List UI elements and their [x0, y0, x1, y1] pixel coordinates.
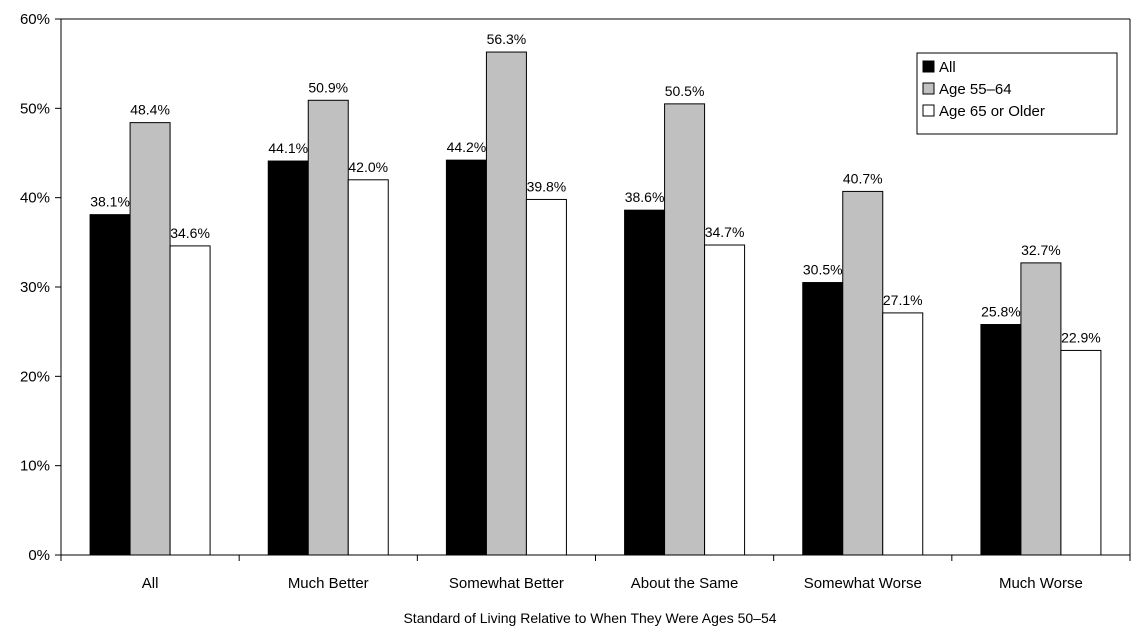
- data-label: 42.0%: [348, 159, 388, 175]
- bar: [267, 160, 309, 556]
- data-label: 39.8%: [527, 178, 567, 194]
- data-label: 38.1%: [90, 194, 130, 210]
- legend-swatch: [922, 104, 935, 117]
- bar: [307, 99, 349, 556]
- legend-label: All: [939, 59, 956, 76]
- bars: [89, 51, 1102, 556]
- legend-label: Age 65 or Older: [939, 103, 1045, 120]
- bar: [1020, 262, 1062, 556]
- data-label: 50.9%: [308, 79, 348, 95]
- bar: [624, 209, 666, 556]
- legend-swatch: [922, 82, 935, 95]
- bar: [980, 324, 1022, 556]
- legend-label: Age 55–64: [939, 81, 1012, 98]
- legend-box: [916, 52, 1118, 135]
- bar: [1060, 349, 1102, 556]
- x-axis-title: Standard of Living Relative to When They…: [403, 610, 776, 626]
- data-label: 34.6%: [170, 225, 210, 241]
- x-category-label: Much Worse: [999, 575, 1083, 592]
- y-tick-label: 50%: [20, 100, 50, 117]
- bar: [485, 51, 527, 556]
- bar: [802, 282, 844, 556]
- bar: [169, 245, 211, 556]
- bar: [525, 198, 567, 556]
- legend-swatch: [922, 60, 935, 73]
- data-label: 48.4%: [130, 102, 170, 118]
- y-tick-label: 30%: [20, 279, 50, 296]
- y-tick-label: 20%: [20, 368, 50, 385]
- data-label: 50.5%: [665, 83, 705, 99]
- data-label: 44.2%: [447, 139, 487, 155]
- x-category-label: Much Better: [288, 575, 369, 592]
- bar: [129, 122, 171, 556]
- data-label: 22.9%: [1061, 329, 1101, 345]
- bar: [882, 312, 924, 556]
- bar: [842, 190, 884, 556]
- data-label: 32.7%: [1021, 242, 1061, 258]
- bar: [445, 159, 487, 556]
- data-label: 27.1%: [883, 292, 923, 308]
- x-category-label: About the Same: [631, 575, 739, 592]
- x-category-label: Somewhat Better: [449, 575, 564, 592]
- data-label: 56.3%: [487, 31, 527, 47]
- y-tick-label: 40%: [20, 190, 50, 207]
- x-category-label: All: [142, 575, 159, 592]
- data-label: 38.6%: [625, 189, 665, 205]
- x-category-label: Somewhat Worse: [804, 575, 922, 592]
- bar: [89, 214, 131, 556]
- bar: [347, 179, 389, 556]
- y-tick-label: 0%: [28, 547, 50, 564]
- data-label: 25.8%: [981, 304, 1021, 320]
- data-label: 34.7%: [705, 224, 745, 240]
- legend: All Age 55–64 Age 65 or Older: [916, 52, 1118, 135]
- axes: 0% 10% 20% 30% 40% 50% 60% All Much Better Somewh…: [20, 11, 1131, 592]
- data-label: 44.1%: [268, 140, 308, 156]
- y-tick-label: 10%: [20, 458, 50, 475]
- y-tick-label: 60%: [20, 11, 50, 28]
- data-labels: 38.1% 44.1% 44.2% 38.6% 30.5% 25.8% 48.4% 50.9%…: [90, 31, 1101, 345]
- data-label: 30.5%: [803, 262, 843, 278]
- data-label: 40.7%: [843, 170, 883, 186]
- bar: [704, 244, 746, 556]
- bar: [664, 103, 706, 556]
